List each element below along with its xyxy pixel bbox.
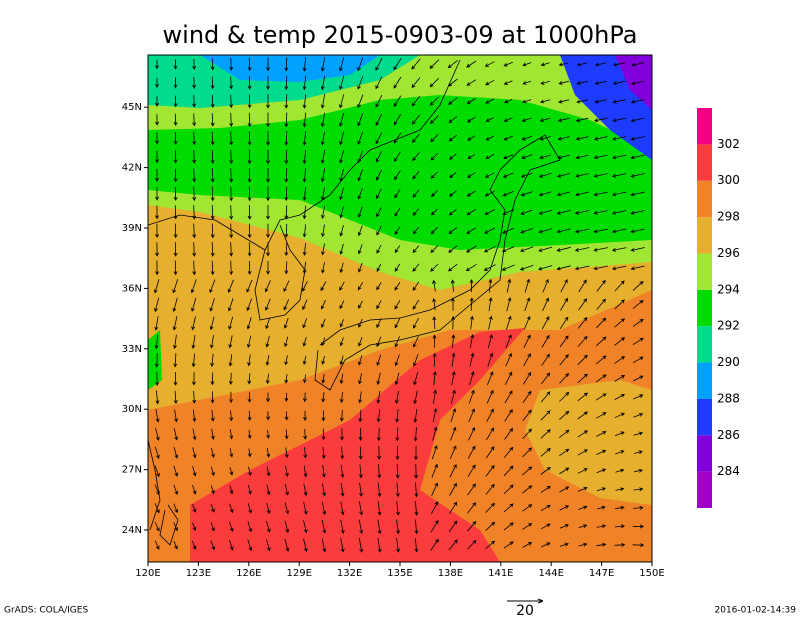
lon-label: 132E — [337, 568, 362, 579]
colorbar-box — [697, 108, 712, 145]
coastlines — [148, 59, 561, 546]
lon-label: 135E — [387, 568, 412, 579]
lat-label: 39N — [122, 223, 142, 234]
colorbar-box — [697, 253, 712, 290]
lat-label: 24N — [122, 525, 142, 536]
colorbar-box — [697, 180, 712, 218]
lat-label: 45N — [122, 102, 142, 113]
colorbar-box — [697, 471, 712, 508]
colorbar-box — [697, 435, 712, 472]
colorbar-label: 296 — [717, 246, 740, 260]
lat-label: 42N — [122, 163, 142, 174]
footer-right: 2016-01-02-14:39 — [715, 606, 797, 616]
temp-region — [525, 380, 652, 505]
colorbar-label: 286 — [717, 428, 740, 442]
lon-label: 123E — [186, 568, 211, 579]
lat-label: 30N — [122, 404, 142, 415]
temp-region — [190, 328, 525, 562]
lon-label: 150E — [639, 568, 664, 579]
colorbar-box — [697, 362, 712, 399]
colorbar-box — [697, 326, 712, 363]
colorbar-box — [697, 398, 712, 436]
lat-label: 27N — [122, 465, 142, 476]
colorbar-box — [697, 217, 712, 254]
colorbar-label: 288 — [717, 391, 740, 405]
lon-label: 144E — [538, 568, 563, 579]
colorbar-label: 290 — [717, 355, 740, 369]
lat-label: 36N — [122, 283, 142, 294]
temp-region — [200, 55, 380, 82]
wind-vectors — [153, 57, 645, 553]
title: wind & temp 2015-0903-09 at 1000hPa — [163, 21, 638, 49]
colorbar-label: 284 — [717, 464, 740, 478]
lon-label: 126E — [236, 568, 261, 579]
colorbar-label: 302 — [717, 137, 740, 151]
colorbar-label: 294 — [717, 282, 740, 296]
lon-label: 120E — [135, 568, 160, 579]
colorbar-label: 298 — [717, 210, 740, 224]
temp-region — [148, 330, 162, 390]
colorbar-box — [697, 289, 712, 327]
lat-label: 33N — [122, 344, 142, 355]
lon-label: 147E — [589, 568, 614, 579]
vector-scale-head — [537, 598, 544, 604]
footer-left: GrADS: COLA/IGES — [4, 606, 88, 616]
lon-label: 138E — [438, 568, 463, 579]
colorbar-label: 300 — [717, 173, 740, 187]
colorbar-label: 292 — [717, 319, 740, 333]
colorbar-box — [697, 144, 712, 181]
lon-label: 129E — [286, 568, 311, 579]
temperature-field — [148, 55, 652, 562]
vector-scale-label: 20 — [516, 603, 534, 618]
lon-label: 141E — [488, 568, 513, 579]
